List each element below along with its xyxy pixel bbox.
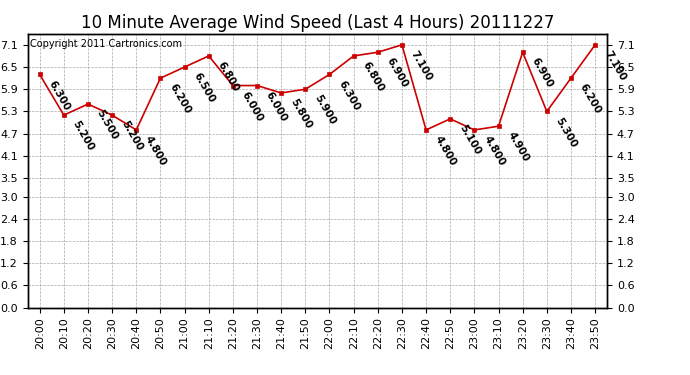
Text: 6.800: 6.800 — [361, 60, 386, 94]
Text: 5.300: 5.300 — [554, 116, 579, 149]
Text: 4.800: 4.800 — [433, 134, 458, 168]
Text: 6.900: 6.900 — [385, 56, 410, 90]
Text: 4.800: 4.800 — [144, 134, 168, 168]
Text: 6.000: 6.000 — [264, 90, 289, 123]
Text: 6.000: 6.000 — [240, 90, 265, 123]
Text: 6.800: 6.800 — [216, 60, 241, 94]
Text: 6.900: 6.900 — [530, 56, 555, 90]
Text: 4.800: 4.800 — [482, 134, 506, 168]
Text: 6.200: 6.200 — [168, 82, 193, 116]
Text: 5.500: 5.500 — [95, 108, 120, 142]
Text: 6.200: 6.200 — [578, 82, 603, 116]
Text: 6.500: 6.500 — [192, 71, 217, 105]
Text: 5.200: 5.200 — [119, 119, 144, 153]
Text: 6.300: 6.300 — [337, 79, 362, 112]
Text: 6.300: 6.300 — [47, 79, 72, 112]
Text: 4.900: 4.900 — [506, 130, 531, 164]
Title: 10 Minute Average Wind Speed (Last 4 Hours) 20111227: 10 Minute Average Wind Speed (Last 4 Hou… — [81, 14, 554, 32]
Text: Copyright 2011 Cartronics.com: Copyright 2011 Cartronics.com — [30, 39, 182, 49]
Text: 5.100: 5.100 — [457, 123, 482, 157]
Text: 7.100: 7.100 — [409, 49, 434, 83]
Text: 5.200: 5.200 — [71, 119, 96, 153]
Text: 5.900: 5.900 — [313, 93, 337, 127]
Text: 5.800: 5.800 — [288, 97, 313, 130]
Text: 7.100: 7.100 — [602, 49, 627, 83]
